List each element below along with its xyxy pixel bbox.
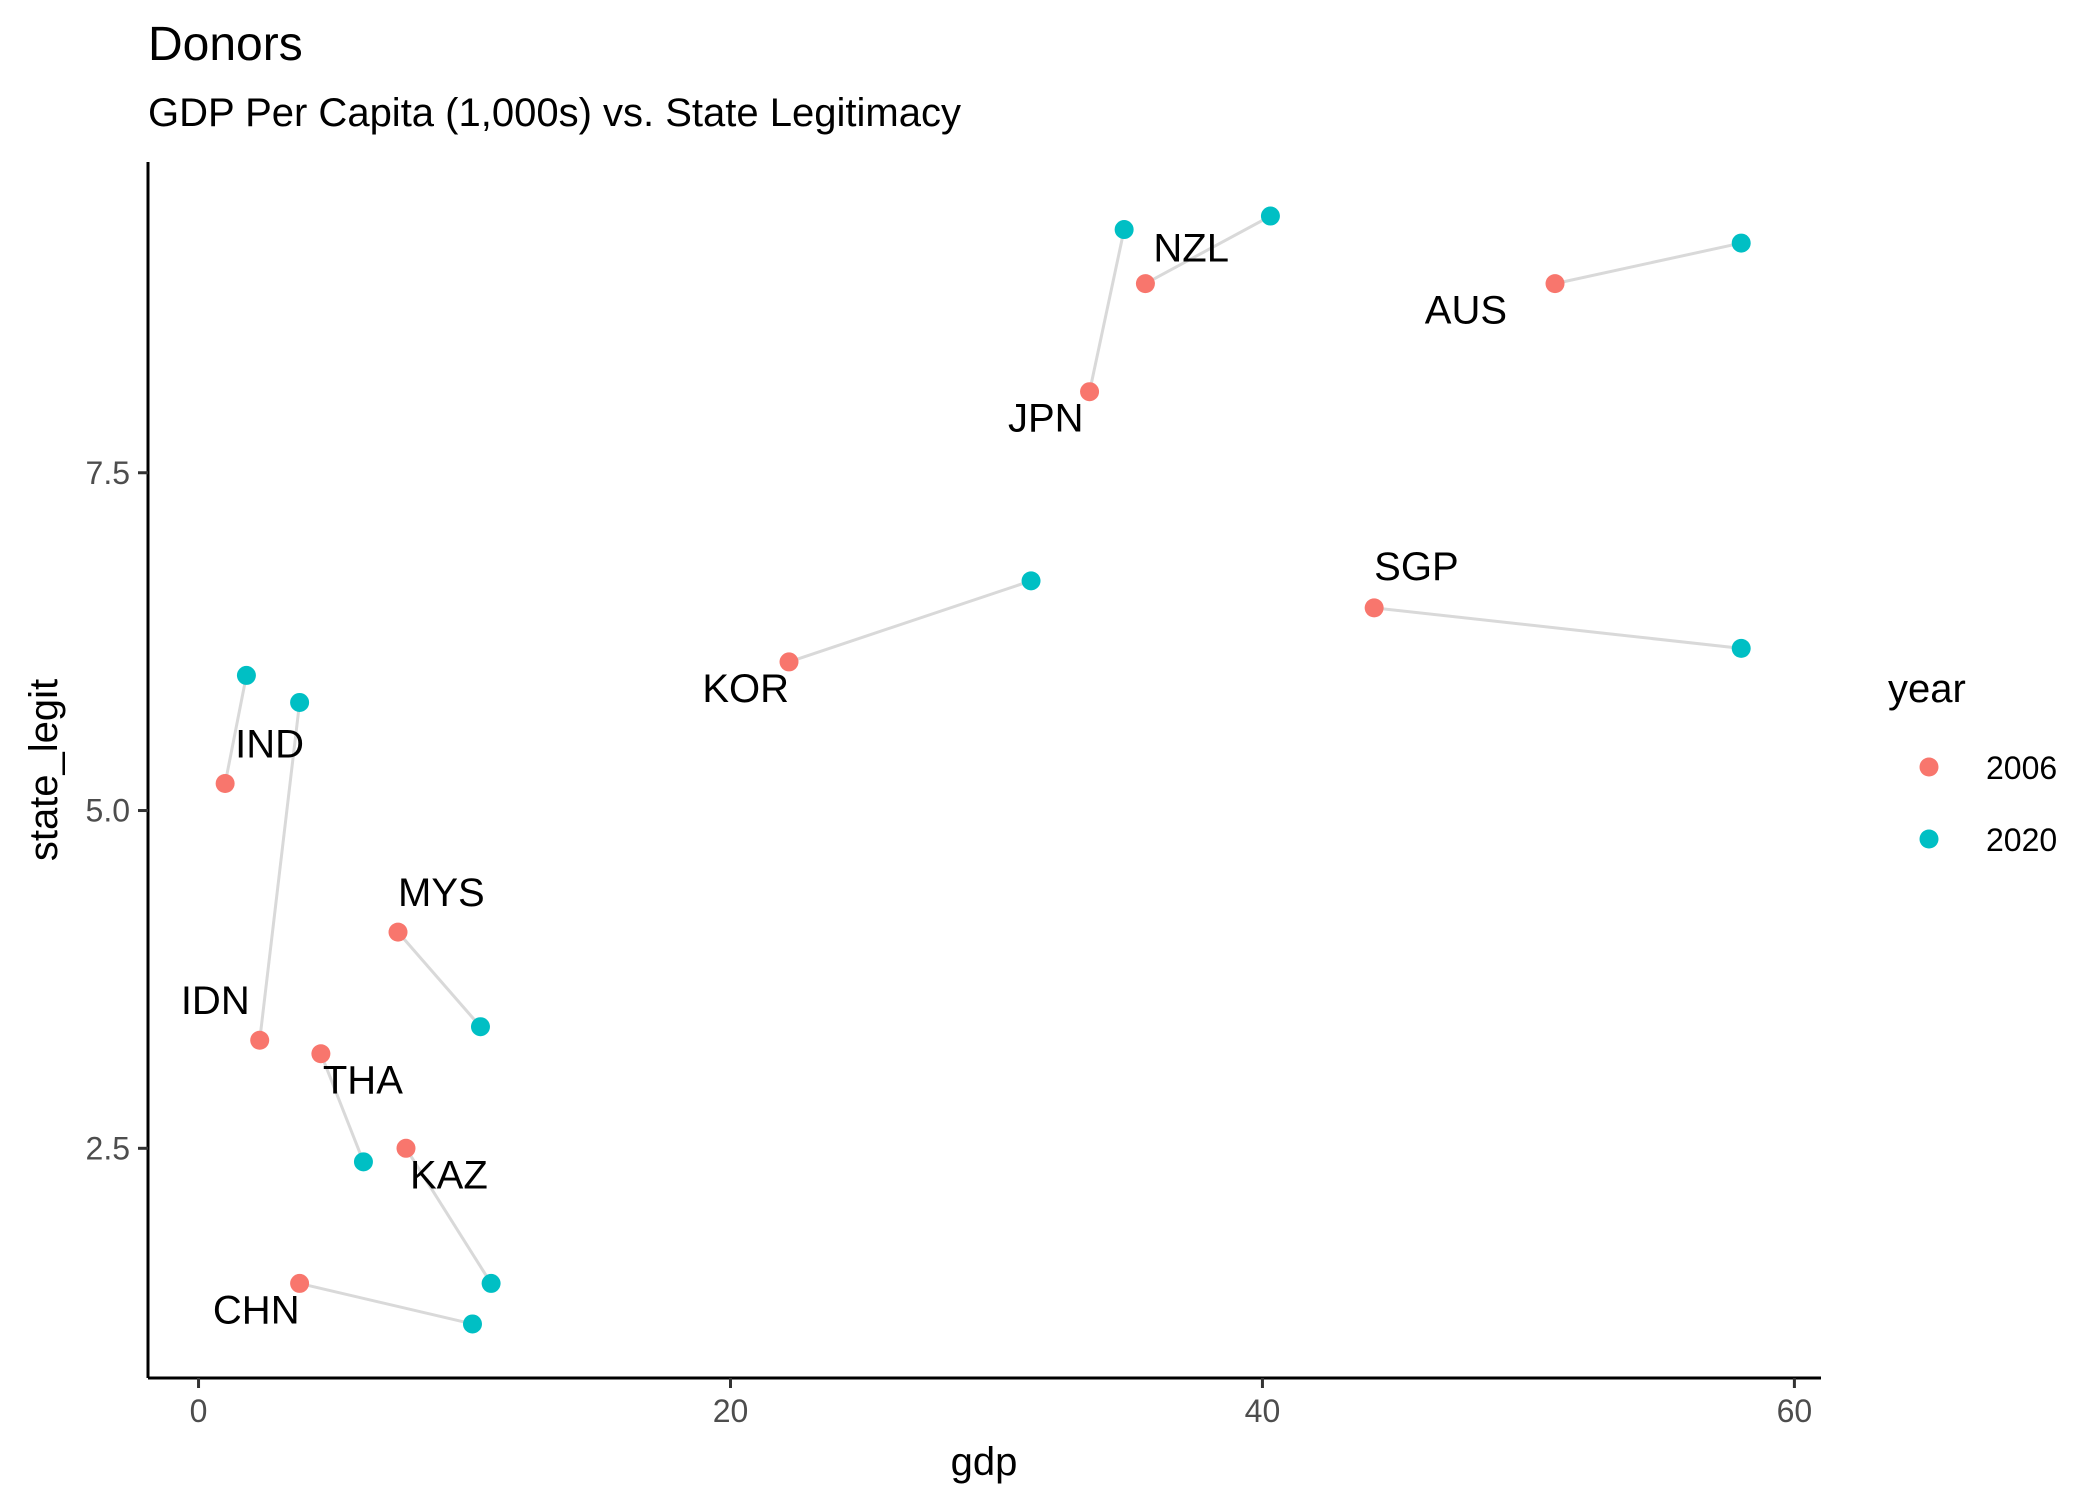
point-tha-2020: [353, 1152, 373, 1172]
y-tick-label: 5.0: [86, 793, 130, 829]
connector-nzl: [1144, 214, 1272, 285]
point-labels: NZL JPN AUS SGP KOR IND IDN MYS THA KAZ CHN: [181, 227, 1507, 1333]
x-tick-label: 60: [1777, 1393, 1813, 1429]
y-axis-title: state_legit: [22, 679, 66, 861]
x-axis-ticks: 0 20 40 60: [190, 1378, 1813, 1429]
legend-key-2006: [1919, 757, 1939, 777]
connector-idn: [258, 702, 302, 1041]
label-kaz: KAZ: [410, 1153, 488, 1197]
connector-kaz: [404, 1147, 493, 1285]
connector-chn: [299, 1281, 473, 1326]
connector-ind: [223, 675, 248, 784]
label-tha: THA: [323, 1059, 403, 1103]
point-jpn-2020: [1114, 220, 1134, 240]
legend-label-2020: 2020: [1986, 822, 2057, 858]
point-jpn-2006: [1080, 382, 1100, 402]
label-chn: CHN: [213, 1288, 300, 1332]
chart-title: Donors: [148, 18, 303, 71]
x-axis-title: gdp: [951, 1440, 1018, 1484]
y-axis-ticks: 2.5 5.0 7.5: [86, 455, 148, 1166]
point-tha-2006: [311, 1044, 331, 1064]
connector-lines: [223, 214, 1742, 1326]
point-ind-2020: [236, 665, 256, 685]
x-tick-label: 20: [713, 1393, 749, 1429]
point-sgp-2006: [1364, 598, 1384, 618]
point-aus-2020: [1731, 233, 1751, 253]
legend-label-2006: 2006: [1986, 750, 2057, 786]
label-aus: AUS: [1425, 289, 1507, 333]
connector-sgp: [1373, 606, 1742, 650]
point-kor-2006: [779, 652, 799, 672]
connector-aus: [1554, 241, 1742, 286]
label-kor: KOR: [702, 667, 789, 711]
label-idn: IDN: [181, 979, 250, 1023]
label-nzl: NZL: [1153, 227, 1229, 271]
point-ind-2006: [215, 774, 235, 794]
connector-kor: [788, 579, 1032, 664]
y-tick-label: 2.5: [86, 1130, 130, 1166]
point-idn-2020: [290, 692, 310, 712]
label-mys: MYS: [398, 871, 485, 915]
label-jpn: JPN: [1008, 397, 1084, 441]
point-nzl-2020: [1260, 206, 1280, 226]
point-nzl-2006: [1135, 274, 1155, 294]
point-kor-2020: [1021, 571, 1041, 591]
point-aus-2006: [1545, 274, 1565, 294]
connector-mys: [396, 931, 482, 1028]
connector-jpn: [1088, 229, 1126, 393]
legend-key-2020: [1919, 829, 1939, 849]
point-chn-2020: [462, 1314, 482, 1334]
label-ind: IND: [235, 723, 304, 767]
legend-title: year: [1888, 667, 1966, 711]
connector-tha: [319, 1053, 365, 1163]
point-mys-2020: [470, 1017, 490, 1037]
x-tick-label: 0: [190, 1393, 208, 1429]
point-idn-2006: [250, 1030, 270, 1050]
point-sgp-2020: [1731, 638, 1751, 658]
y-tick-label: 7.5: [86, 455, 130, 491]
point-kaz-2020: [481, 1273, 501, 1293]
x-tick-label: 40: [1245, 1393, 1281, 1429]
point-mys-2006: [388, 922, 408, 942]
data-points: [215, 206, 1751, 1334]
legend: year 2006 2020: [1888, 667, 2057, 858]
point-kaz-2006: [396, 1138, 416, 1158]
point-chn-2006: [290, 1273, 310, 1293]
chart-subtitle: GDP Per Capita (1,000s) vs. State Legiti…: [148, 91, 961, 135]
label-sgp: SGP: [1374, 545, 1458, 589]
